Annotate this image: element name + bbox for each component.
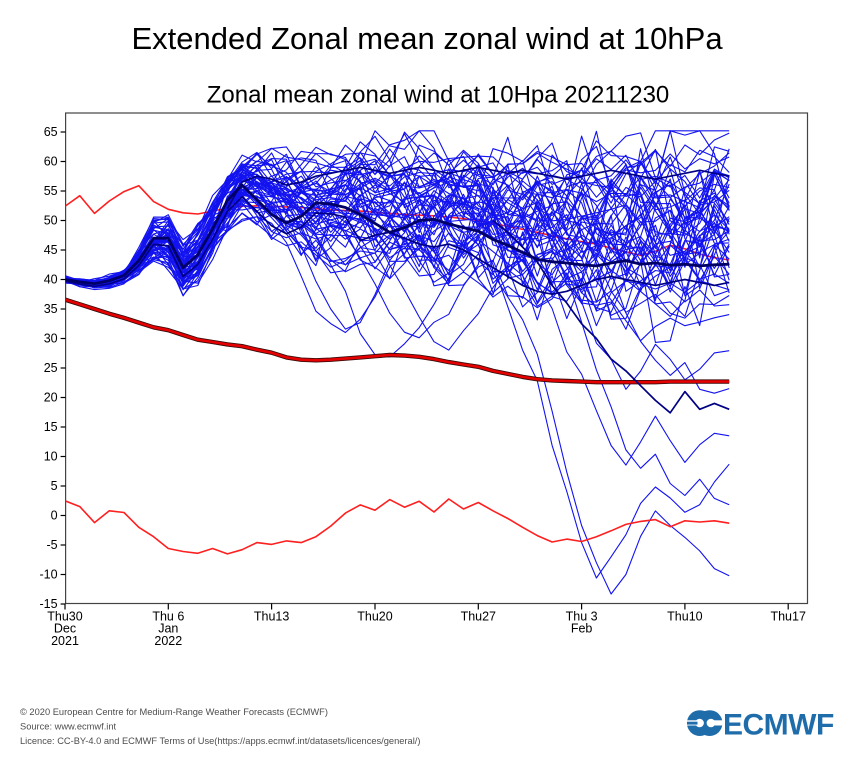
- svg-text:30: 30: [44, 332, 58, 346]
- svg-text:Jan: Jan: [158, 622, 178, 636]
- svg-text:Dec: Dec: [54, 622, 76, 636]
- svg-text:Extended Zonal mean zonal wind: Extended Zonal mean zonal wind at 10hPa: [131, 21, 723, 56]
- svg-text:55: 55: [44, 184, 58, 198]
- svg-text:Thu 6: Thu 6: [152, 610, 184, 624]
- svg-text:ECMWF: ECMWF: [723, 709, 834, 742]
- svg-text:© 2020 European Centre for Med: © 2020 European Centre for Medium-Range …: [20, 707, 328, 717]
- svg-text:25: 25: [44, 361, 58, 375]
- svg-text:35: 35: [44, 302, 58, 316]
- svg-text:-15: -15: [40, 597, 58, 611]
- svg-text:0: 0: [51, 509, 58, 523]
- svg-text:Thu27: Thu27: [461, 610, 496, 624]
- svg-text:50: 50: [44, 214, 58, 228]
- svg-text:5: 5: [51, 479, 58, 493]
- svg-text:45: 45: [44, 243, 58, 257]
- svg-text:-10: -10: [40, 568, 58, 582]
- svg-text:Zonal mean zonal wind at 10Hpa: Zonal mean zonal wind at 10Hpa 20211230: [207, 82, 670, 109]
- svg-text:15: 15: [44, 420, 58, 434]
- svg-text:Feb: Feb: [571, 622, 593, 636]
- svg-text:2021: 2021: [51, 634, 79, 648]
- svg-text:2022: 2022: [154, 634, 182, 648]
- svg-text:Thu30: Thu30: [47, 610, 82, 624]
- svg-text:Thu20: Thu20: [357, 610, 392, 624]
- svg-text:Licence: CC-BY-4.0 and ECMWF T: Licence: CC-BY-4.0 and ECMWF Terms of Us…: [20, 736, 420, 746]
- svg-text:60: 60: [44, 155, 58, 169]
- svg-text:Thu 3: Thu 3: [566, 610, 598, 624]
- svg-text:Source: www.ecmwf.int: Source: www.ecmwf.int: [20, 722, 117, 732]
- svg-text:Thu13: Thu13: [254, 610, 289, 624]
- svg-text:-5: -5: [46, 538, 57, 552]
- svg-text:40: 40: [44, 273, 58, 287]
- svg-text:20: 20: [44, 391, 58, 405]
- svg-text:10: 10: [44, 450, 58, 464]
- svg-text:65: 65: [44, 125, 58, 139]
- svg-text:Thu10: Thu10: [667, 610, 702, 624]
- svg-text:Thu17: Thu17: [770, 610, 805, 624]
